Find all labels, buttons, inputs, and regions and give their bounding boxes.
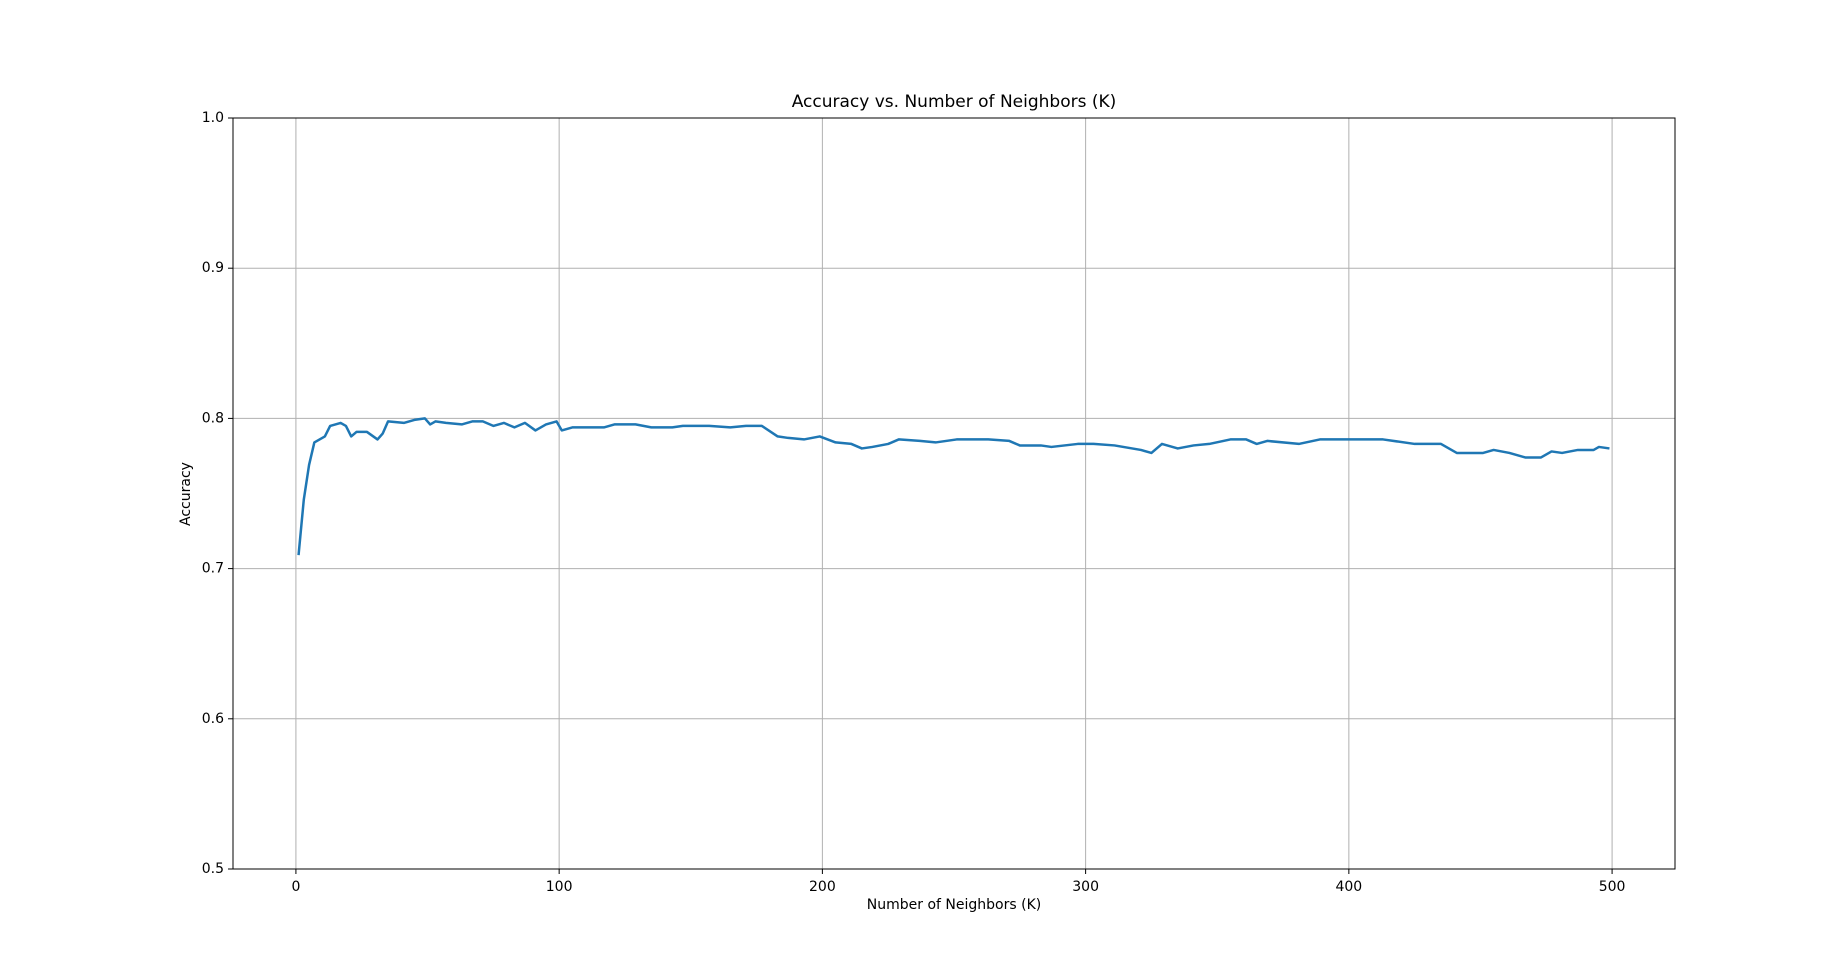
x-tick-label: 200 (809, 879, 836, 895)
y-tick-label: 0.9 (202, 260, 224, 276)
plot-frame (232, 117, 1676, 870)
x-tick-label: 100 (546, 879, 573, 895)
y-tick-label: 0.7 (202, 561, 224, 577)
y-tick-label: 0.6 (202, 711, 224, 727)
data-line (297, 417, 1610, 556)
x-axis-label: Number of Neighbors (K) (867, 897, 1041, 913)
y-axis-label: Accuracy (178, 462, 194, 526)
y-tick-label: 0.8 (202, 410, 224, 426)
x-tick-label: 400 (1335, 879, 1362, 895)
y-tick-label: 0.5 (202, 861, 224, 877)
x-tick-label: 500 (1599, 879, 1626, 895)
y-tick-label: 1.0 (202, 110, 224, 126)
x-tick-label: 300 (1072, 879, 1099, 895)
chart-title: Accuracy vs. Number of Neighbors (K) (792, 92, 1117, 112)
x-tick-label: 0 (291, 879, 300, 895)
